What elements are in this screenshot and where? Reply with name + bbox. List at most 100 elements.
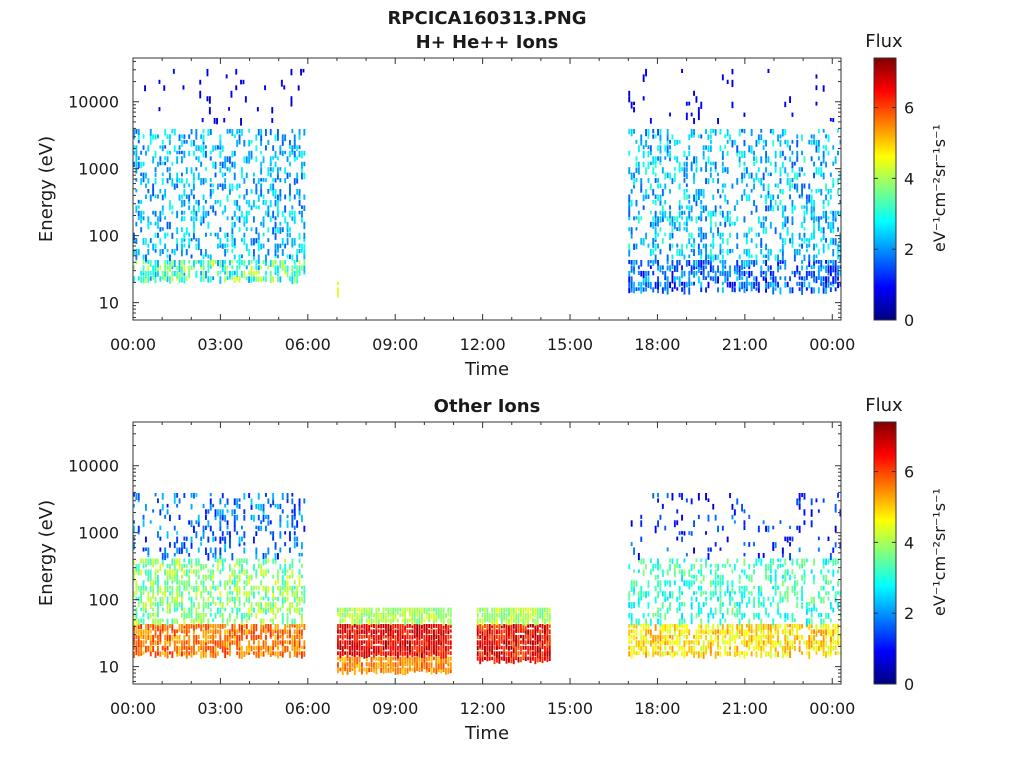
flux-cell bbox=[274, 134, 277, 142]
flux-cell bbox=[260, 139, 263, 146]
flux-cell bbox=[149, 270, 152, 276]
flux-cell bbox=[801, 493, 803, 497]
flux-cell bbox=[837, 189, 839, 195]
flux-cell bbox=[207, 602, 210, 610]
flux-cell bbox=[652, 287, 655, 293]
flux-cell bbox=[721, 161, 724, 167]
flux-cell bbox=[243, 602, 246, 607]
flux-cell bbox=[392, 645, 395, 651]
flux-cell bbox=[159, 265, 162, 270]
flux-cell bbox=[630, 645, 633, 652]
flux-cell bbox=[834, 216, 837, 222]
flux-cell bbox=[409, 607, 411, 614]
flux-cell bbox=[827, 243, 830, 250]
flux-cell bbox=[791, 199, 794, 207]
flux-cell bbox=[548, 640, 551, 646]
flux-cell bbox=[241, 238, 243, 242]
flux-cell bbox=[544, 640, 546, 645]
flux-cell bbox=[250, 270, 253, 278]
flux-cell bbox=[430, 634, 433, 640]
flux-cell bbox=[226, 509, 229, 513]
flux-cell bbox=[243, 232, 246, 238]
flux-cell bbox=[413, 634, 416, 639]
flux-cell bbox=[409, 662, 411, 668]
flux-cell bbox=[753, 150, 755, 156]
flux-cell bbox=[260, 596, 263, 601]
flux-cell bbox=[736, 613, 739, 618]
flux-cell bbox=[688, 270, 691, 277]
flux-cell bbox=[140, 270, 143, 276]
flux-cell bbox=[671, 232, 674, 239]
flux-cell bbox=[428, 629, 431, 634]
flux-cell bbox=[337, 629, 339, 634]
flux-cell bbox=[719, 585, 722, 592]
flux-cell bbox=[392, 629, 395, 635]
flux-cell bbox=[810, 287, 813, 294]
flux-cell bbox=[409, 624, 411, 628]
flux-cell bbox=[226, 265, 229, 269]
flux-cell bbox=[700, 585, 703, 591]
flux-cell bbox=[416, 656, 419, 664]
flux-cell bbox=[839, 265, 842, 269]
flux-cell bbox=[286, 580, 289, 587]
flux-cell bbox=[250, 227, 253, 232]
flux-cell bbox=[630, 281, 633, 289]
flux-cell bbox=[253, 270, 255, 277]
flux-cell bbox=[678, 640, 681, 646]
flux-cell bbox=[385, 640, 387, 648]
flux-cell bbox=[628, 199, 631, 207]
flux-cell bbox=[375, 651, 378, 656]
flux-cell bbox=[817, 265, 820, 272]
flux-cell bbox=[389, 629, 392, 636]
flux-cell bbox=[269, 629, 272, 637]
flux-cell bbox=[745, 249, 748, 257]
flux-cell bbox=[154, 624, 157, 629]
flux-cell bbox=[245, 629, 248, 636]
flux-cell bbox=[695, 596, 698, 602]
flux-cell bbox=[736, 199, 739, 205]
flux-cell bbox=[726, 607, 729, 615]
flux-cell bbox=[640, 514, 643, 519]
flux-cell bbox=[152, 210, 155, 215]
x-tick-label: 12:00 bbox=[460, 335, 506, 354]
flux-cell bbox=[671, 634, 674, 640]
flux-cell bbox=[207, 634, 210, 640]
flux-cell bbox=[772, 281, 775, 288]
flux-cell bbox=[169, 205, 171, 211]
flux-cell bbox=[532, 607, 534, 614]
flux-cell bbox=[767, 189, 770, 195]
flux-cell bbox=[235, 85, 238, 91]
flux-cell bbox=[296, 254, 299, 263]
flux-cell bbox=[690, 205, 693, 213]
flux-cell bbox=[808, 139, 811, 145]
flux-cell bbox=[154, 493, 157, 497]
flux-cell bbox=[257, 563, 260, 569]
flux-cell bbox=[145, 238, 147, 245]
flux-cell bbox=[690, 596, 693, 601]
flux-cell bbox=[166, 607, 169, 614]
flux-cell bbox=[762, 172, 765, 181]
flux-cell bbox=[805, 287, 808, 291]
flux-cell bbox=[157, 640, 159, 645]
flux-cell bbox=[176, 243, 179, 251]
flux-cell bbox=[161, 139, 164, 145]
flux-cell bbox=[265, 199, 267, 206]
flux-cell bbox=[257, 232, 260, 240]
flux-cell bbox=[202, 210, 205, 217]
flux-cell bbox=[700, 563, 703, 570]
flux-cell bbox=[152, 591, 155, 599]
flux-cell bbox=[140, 161, 143, 169]
flux-cell bbox=[226, 167, 229, 171]
flux-cell bbox=[779, 199, 782, 206]
flux-cell bbox=[522, 613, 525, 619]
flux-cell bbox=[820, 629, 823, 637]
flux-cell bbox=[339, 656, 342, 662]
flux-cell bbox=[193, 602, 195, 608]
flux-cell bbox=[777, 563, 779, 570]
flux-cell bbox=[695, 270, 698, 276]
flux-cell bbox=[205, 249, 207, 257]
flux-cell bbox=[161, 624, 164, 632]
flux-cell bbox=[652, 645, 655, 652]
flux-cell bbox=[503, 607, 506, 614]
flux-cell bbox=[154, 580, 157, 585]
